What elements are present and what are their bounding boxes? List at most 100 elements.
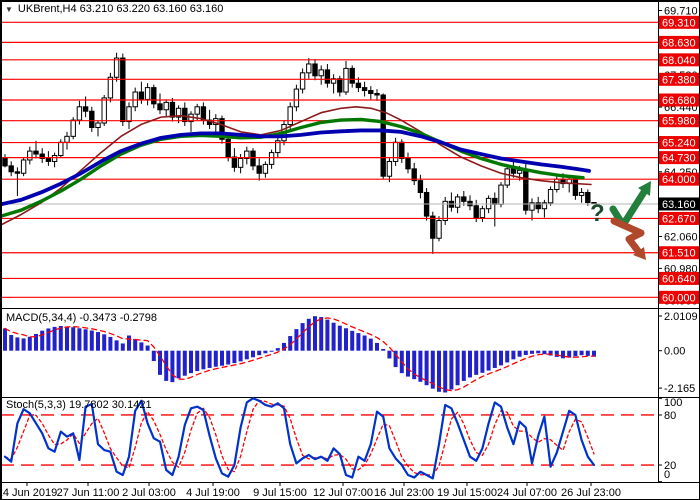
candle-body <box>343 67 349 93</box>
macd-histogram-bar <box>554 350 559 357</box>
time-tick-label: 2 Jul 03:00 <box>122 487 176 499</box>
candle-body <box>2 157 8 167</box>
candle-body <box>219 118 225 140</box>
macd-histogram-bar <box>499 350 503 366</box>
macd-histogram-bar <box>430 350 435 389</box>
macd-histogram-bar <box>207 350 212 368</box>
macd-histogram-bar <box>182 350 187 376</box>
macd-histogram-bar <box>486 350 491 371</box>
macd-histogram-bar <box>412 350 417 380</box>
time-tick-label: 19 Jul 15:00 <box>437 487 497 499</box>
candle-body <box>479 208 486 219</box>
level-price-label-bg <box>659 93 699 107</box>
price-tick-label: 62.060 <box>664 231 698 243</box>
macd-histogram-bar <box>523 350 528 356</box>
candle-body <box>175 107 182 118</box>
candle-body <box>95 122 101 128</box>
candle-body <box>516 169 523 174</box>
current-price-label-bg <box>659 197 699 211</box>
candle-body <box>138 91 145 100</box>
macd-histogram-bar <box>492 350 497 368</box>
level-price-label: 60.640 <box>662 273 696 285</box>
bearish-arrow-shaft <box>610 217 645 255</box>
macd-histogram-bar <box>573 350 578 357</box>
candle-body <box>368 90 374 95</box>
time-tick-label: 26 Jul 23:00 <box>561 487 621 499</box>
stoch-tick-label: 0 <box>664 469 670 481</box>
level-price-label: 62.670 <box>662 213 696 225</box>
level-price-label-bg <box>659 114 699 128</box>
macd-histogram-bar <box>331 322 336 351</box>
level-price-label: 61.510 <box>662 248 696 260</box>
candle-body <box>498 184 504 205</box>
candle-body <box>14 171 21 174</box>
macd-histogram-bar <box>480 350 485 373</box>
candle-body <box>113 57 120 78</box>
macd-histogram-bar <box>108 336 113 351</box>
candle-body <box>82 106 89 112</box>
candle-body <box>262 163 269 174</box>
candle-body <box>33 150 39 155</box>
candle-body <box>8 165 14 173</box>
chart-title: ▼ UKBrent,H4 63.210 63.220 63.160 63.160 <box>5 3 223 15</box>
ma-slow-line <box>1 128 591 207</box>
macd-histogram-bar <box>585 350 590 356</box>
candle-body <box>70 119 76 137</box>
candle-body <box>169 101 176 118</box>
candle-body <box>510 168 517 174</box>
macd-histogram-bar <box>151 350 156 362</box>
macd-histogram-bar <box>368 338 373 351</box>
macd-histogram-bar <box>176 350 181 379</box>
level-price-label-bg <box>659 211 699 225</box>
candle-body <box>374 93 380 96</box>
macd-histogram-bar <box>542 350 547 355</box>
level-price-label: 65.980 <box>662 116 696 128</box>
macd-tick-label: 0.00 <box>664 346 685 358</box>
macd-histogram-bar <box>424 350 429 386</box>
level-price-label-bg <box>659 15 699 29</box>
collapse-icon[interactable]: ▼ <box>5 4 13 14</box>
candle-body <box>157 103 163 111</box>
candle-body <box>529 202 535 211</box>
candle-body <box>461 196 467 202</box>
macd-histogram-bar <box>530 350 534 354</box>
candle-body <box>442 200 448 222</box>
macd-histogram-bar <box>96 332 100 351</box>
candle-body <box>27 150 33 161</box>
candle-body <box>361 87 368 92</box>
macd-histogram-bar <box>548 350 553 356</box>
bearish-arrow[interactable] <box>610 217 646 260</box>
macd-tick-label: 2.0109 <box>664 311 698 323</box>
macd-histogram-bar <box>127 335 131 351</box>
candle-body <box>541 202 548 210</box>
level-price-label: 68.630 <box>662 37 696 49</box>
macd-histogram-bar <box>393 350 398 368</box>
time-tick-label: 12 Jul 07:00 <box>313 487 373 499</box>
macd-histogram-bar <box>337 325 342 351</box>
macd-histogram-bar <box>71 327 76 351</box>
macd-histogram-bar <box>133 338 138 351</box>
stoch-d-line <box>4 399 595 476</box>
level-price-label-bg <box>659 35 699 49</box>
stoch-tick-label: 80 <box>664 410 676 422</box>
candle-body <box>244 150 250 159</box>
macd-histogram-bar <box>189 350 193 374</box>
macd-histogram-bar <box>511 350 516 360</box>
candle-body <box>76 106 83 121</box>
current-price-label: 63.160 <box>662 199 696 211</box>
time-tick-label: 4 Jul 19:00 <box>186 487 240 499</box>
candle-body <box>64 135 70 143</box>
candle-body <box>578 191 585 196</box>
level-price-label: 60.000 <box>662 292 696 304</box>
candle-body <box>268 152 275 165</box>
candle-body <box>151 87 157 105</box>
macd-histogram-bar <box>294 329 299 351</box>
level-price-label: 68.040 <box>662 55 696 67</box>
macd-histogram-bar <box>350 330 355 351</box>
macd-signal-line <box>4 317 595 392</box>
candle-body <box>535 202 541 210</box>
bearish-arrow-head <box>633 247 646 260</box>
stoch-tick-label: 100 <box>664 397 682 409</box>
